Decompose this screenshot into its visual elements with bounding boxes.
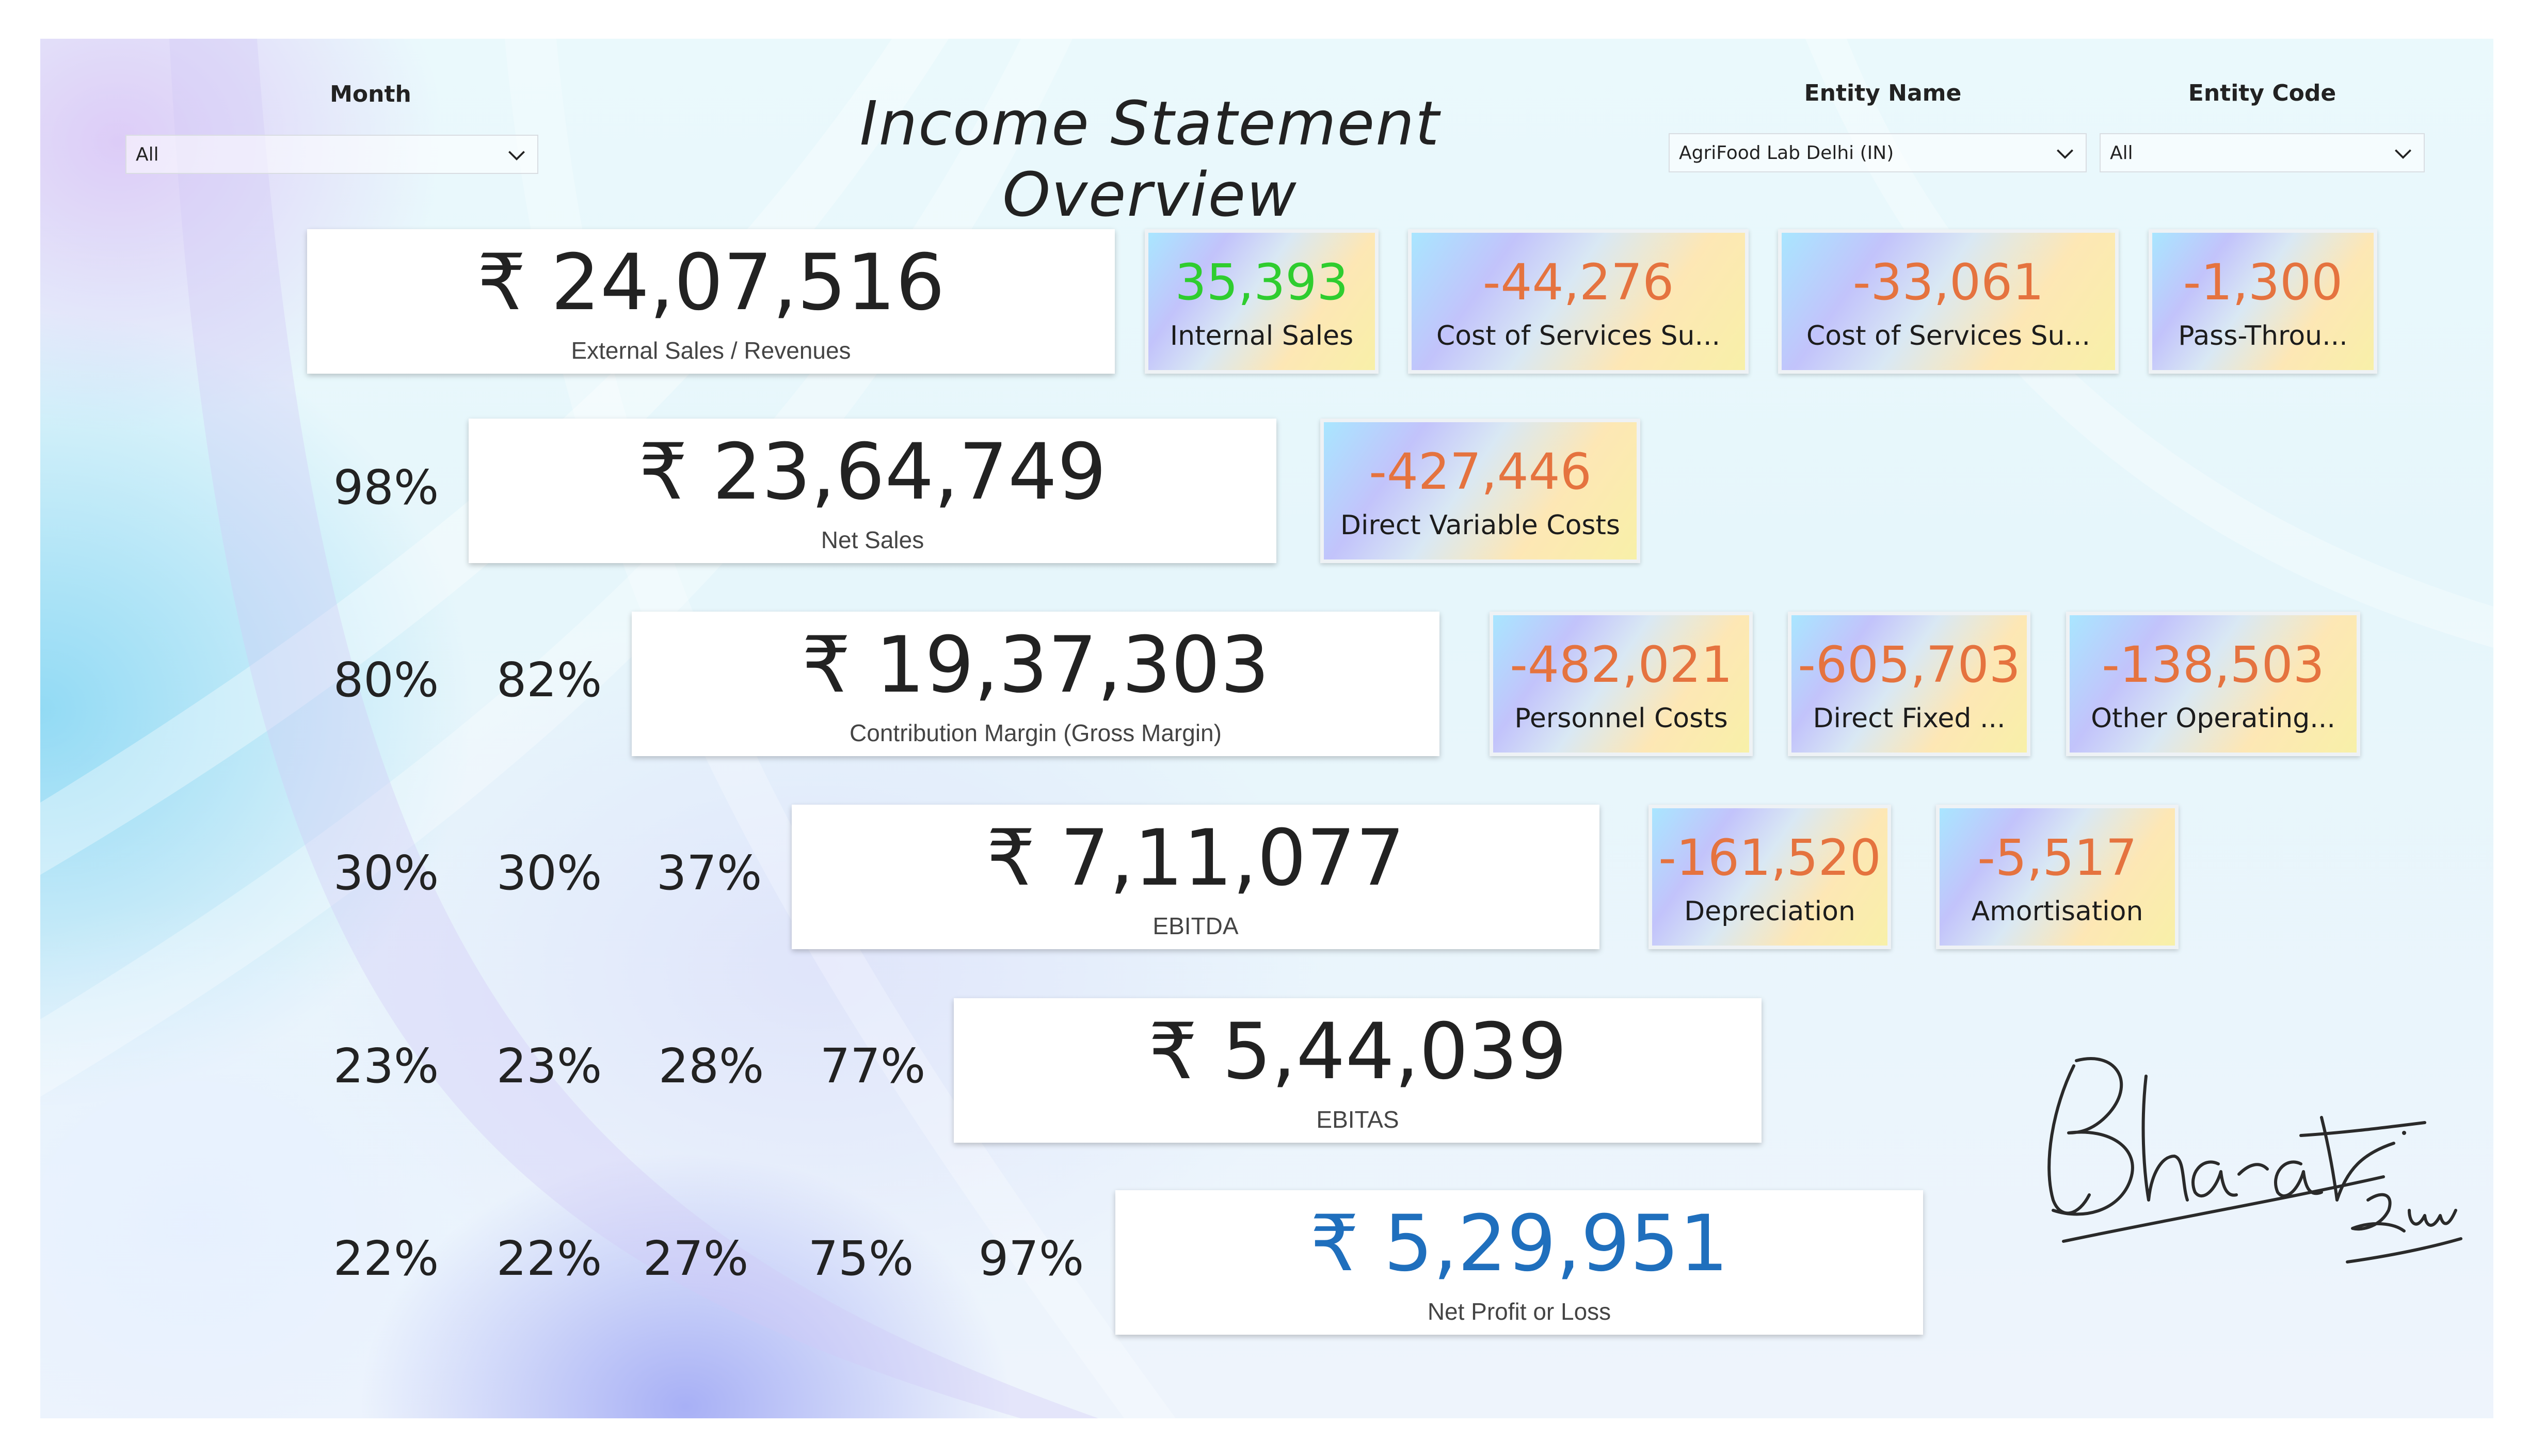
kpi-value: -427,446 — [1369, 443, 1592, 501]
ebitda-label: EBITDA — [1153, 913, 1239, 939]
pct-ebitda-3: 37% — [656, 845, 762, 901]
net-sales-card[interactable]: ₹ 23,64,749 Net Sales — [469, 419, 1276, 563]
personnel-costs-kpi[interactable]: -482,021 Personnel Costs — [1490, 612, 1753, 756]
external-sales-card[interactable]: ₹ 24,07,516 External Sales / Revenues — [307, 229, 1115, 374]
contribution-margin-label: Contribution Margin (Gross Margin) — [850, 719, 1222, 746]
month-filter-label: Month — [330, 81, 411, 107]
net-profit-card[interactable]: ₹ 5,29,951 Net Profit or Loss — [1115, 1190, 1923, 1335]
internal-sales-kpi[interactable]: 35,393 Internal Sales — [1145, 229, 1379, 374]
entity-name-filter-label: Entity Name — [1804, 80, 1962, 106]
net-profit-value: ₹ 5,29,951 — [1309, 1199, 1729, 1289]
chevron-down-icon[interactable] — [2392, 142, 2414, 165]
kpi-label: Internal Sales — [1170, 321, 1354, 351]
kpi-label: Cost of Services Su... — [1806, 321, 2091, 351]
kpi-value: -33,061 — [1852, 253, 2044, 311]
chevron-down-icon[interactable] — [2054, 142, 2076, 165]
entity-code-filter-label: Entity Code — [2188, 80, 2336, 106]
kpi-label: Personnel Costs — [1514, 703, 1728, 734]
pct-net-profit-2: 22% — [496, 1231, 602, 1286]
kpi-value: -1,300 — [2183, 253, 2343, 311]
page-title: Income Statement Overview — [859, 88, 1440, 230]
ebitas-card[interactable]: ₹ 5,44,039 EBITAS — [954, 998, 1762, 1143]
kpi-value: -161,520 — [1658, 829, 1881, 887]
contribution-margin-value: ₹ 19,37,303 — [802, 620, 1270, 710]
kpi-value: -482,021 — [1510, 636, 1733, 694]
background-swoosh — [40, 39, 2493, 1418]
kpi-label: Direct Variable Costs — [1340, 510, 1620, 541]
net-sales-value: ₹ 23,64,749 — [638, 427, 1107, 517]
direct-variable-costs-kpi[interactable]: -427,446 Direct Variable Costs — [1320, 419, 1640, 563]
report-canvas: Month All Income Statement Overview Enti… — [40, 39, 2493, 1418]
pct-ebitas-1: 23% — [333, 1038, 439, 1094]
chevron-down-icon[interactable] — [505, 144, 528, 167]
cost-of-services-kpi-2[interactable]: -33,061 Cost of Services Su... — [1778, 229, 2119, 374]
ebitas-label: EBITAS — [1316, 1106, 1399, 1133]
pass-through-kpi[interactable]: -1,300 Pass-Throu... — [2149, 229, 2377, 374]
other-operating-kpi[interactable]: -138,503 Other Operating... — [2066, 612, 2360, 756]
contribution-margin-card[interactable]: ₹ 19,37,303 Contribution Margin (Gross M… — [632, 612, 1439, 756]
cost-of-services-kpi-1[interactable]: -44,276 Cost of Services Su... — [1408, 229, 1749, 374]
kpi-label: Cost of Services Su... — [1436, 321, 1721, 351]
month-slicer[interactable]: All — [125, 135, 538, 174]
kpi-label: Direct Fixed ... — [1813, 703, 2006, 734]
net-profit-label: Net Profit or Loss — [1427, 1298, 1611, 1325]
ebitas-value: ₹ 5,44,039 — [1148, 1007, 1567, 1097]
pct-net-profit-5: 97% — [978, 1231, 1084, 1286]
depreciation-kpi[interactable]: -161,520 Depreciation — [1648, 805, 1891, 949]
kpi-value: -44,276 — [1482, 253, 1674, 311]
kpi-value: -605,703 — [1798, 636, 2021, 694]
ebitda-card[interactable]: ₹ 7,11,077 EBITDA — [792, 805, 1599, 949]
kpi-label: Pass-Throu... — [2178, 321, 2348, 351]
pct-net-profit-3: 27% — [643, 1231, 749, 1286]
pct-net-profit-1: 22% — [333, 1231, 439, 1286]
external-sales-value: ₹ 24,07,516 — [477, 238, 945, 328]
external-sales-label: External Sales / Revenues — [571, 337, 851, 364]
kpi-value: 35,393 — [1175, 253, 1349, 311]
kpi-label: Depreciation — [1684, 896, 1855, 927]
pct-contribution-of-net-sales: 82% — [496, 652, 602, 708]
pct-net-profit-4: 75% — [808, 1231, 914, 1286]
pct-ebitda-1: 30% — [333, 845, 439, 901]
entity-name-slicer-value: AgriFood Lab Delhi (IN) — [1679, 142, 1894, 164]
pct-ebitas-3: 28% — [658, 1038, 764, 1094]
pct-ebitas-4: 77% — [820, 1038, 926, 1094]
signature-image — [2047, 1057, 2462, 1263]
pct-ebitda-2: 30% — [496, 845, 602, 901]
pct-ebitas-2: 23% — [496, 1038, 602, 1094]
ebitda-value: ₹ 7,11,077 — [986, 813, 1405, 903]
entity-code-slicer-value: All — [2110, 142, 2133, 164]
kpi-value: -138,503 — [2102, 636, 2325, 694]
kpi-label: Amortisation — [1971, 896, 2143, 927]
net-sales-label: Net Sales — [821, 526, 924, 553]
pct-net-sales-of-revenue: 98% — [333, 460, 439, 515]
kpi-label: Other Operating... — [2091, 703, 2335, 734]
direct-fixed-kpi[interactable]: -605,703 Direct Fixed ... — [1788, 612, 2030, 756]
month-slicer-value: All — [136, 143, 159, 165]
amortisation-kpi[interactable]: -5,517 Amortisation — [1936, 805, 2179, 949]
kpi-value: -5,517 — [1977, 829, 2137, 887]
entity-code-slicer[interactable]: All — [2100, 133, 2425, 172]
entity-name-slicer[interactable]: AgriFood Lab Delhi (IN) — [1669, 133, 2087, 172]
pct-contribution-of-revenue: 80% — [333, 652, 439, 708]
